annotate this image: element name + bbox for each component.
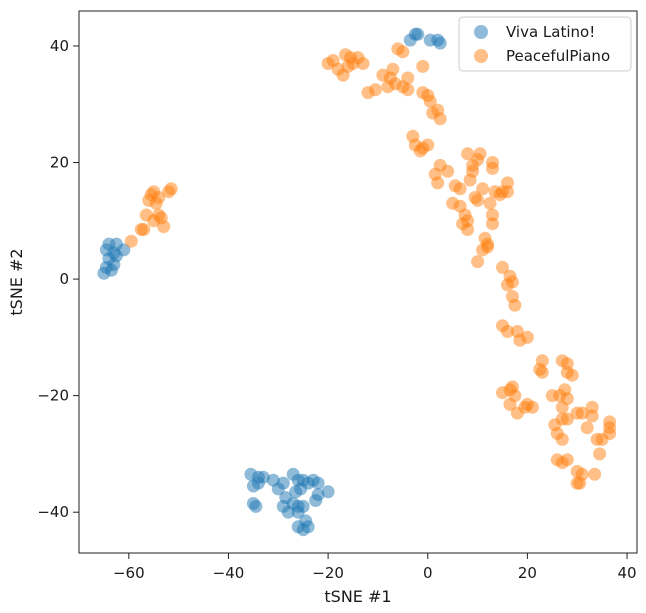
point-peacefulpiano-0 [124,234,138,248]
point-peacefulpiano-102 [565,368,579,382]
x-tick-label: 20 [518,564,537,582]
point-peacefulpiano-26 [368,83,382,97]
point-viva-latino-42 [309,494,323,507]
point-peacefulpiano-118 [560,412,574,426]
point-viva-latino-37 [311,476,325,490]
point-peacefulpiano-14 [164,182,178,196]
point-viva-latino-24 [249,499,263,513]
point-viva-latino-13 [411,27,425,41]
point-peacefulpiano-121 [555,432,569,446]
point-viva-latino-41 [321,485,335,499]
point-peacefulpiano-124 [580,421,594,435]
x-tick-label: 40 [617,564,636,582]
y-tick-label: −40 [37,503,69,521]
point-peacefulpiano-30 [386,62,400,76]
point-peacefulpiano-37 [416,59,430,73]
point-peacefulpiano-48 [421,138,435,152]
point-peacefulpiano-77 [486,217,499,231]
y-tick-label: −20 [37,387,69,405]
point-peacefulpiano-74 [481,237,494,251]
legend-frame [458,16,632,72]
point-peacefulpiano-129 [593,447,607,461]
point-peacefulpiano-52 [441,164,455,178]
point-peacefulpiano-69 [471,255,485,269]
y-tick-label: 20 [50,154,69,172]
x-axis-ticks: −60 −40 −20 0 20 40 [113,553,637,582]
point-peacefulpiano-90 [508,298,522,312]
point-peacefulpiano-88 [505,275,519,289]
point-peacefulpiano-60 [461,223,475,236]
x-tick-label: −40 [213,564,245,582]
point-peacefulpiano-107 [503,397,517,411]
point-peacefulpiano-72 [476,182,490,196]
y-axis-ticks: −40 −20 0 20 40 [37,37,79,521]
point-peacefulpiano-40 [423,94,437,108]
point-viva-latino-10 [117,243,131,257]
y-tick-label: 0 [59,270,69,288]
point-peacefulpiano-98 [535,365,549,379]
point-peacefulpiano-135 [560,453,574,467]
point-peacefulpiano-75 [483,196,497,210]
point-peacefulpiano-132 [603,427,617,440]
point-peacefulpiano-85 [496,260,509,274]
point-peacefulpiano-33 [396,45,410,59]
x-axis-label: tSNE #1 [324,587,391,606]
data-points [97,27,617,537]
y-axis-label: tSNE #2 [7,248,26,315]
y-tick-label: 40 [50,37,69,55]
plot-frame [78,10,638,554]
point-viva-latino-26 [276,476,290,490]
legend-label-peacefulpiano: PeacefulPiano [506,47,610,65]
x-tick-label: −60 [113,564,145,582]
point-viva-latino-48 [301,520,315,534]
legend-marker-viva-latino [474,25,488,39]
point-peacefulpiano-2 [137,223,151,236]
point-peacefulpiano-140 [588,467,602,481]
point-viva-latino-16 [433,36,447,50]
point-peacefulpiano-139 [573,476,587,490]
point-peacefulpiano-43 [433,112,447,126]
point-peacefulpiano-11 [152,191,166,204]
point-peacefulpiano-24 [356,57,370,70]
point-peacefulpiano-123 [575,406,589,420]
point-viva-latino-39 [294,482,308,496]
point-peacefulpiano-116 [560,392,574,406]
point-peacefulpiano-84 [501,176,514,190]
legend-label-viva-latino: Viva Latino! [506,23,595,41]
point-peacefulpiano-66 [471,193,485,207]
point-peacefulpiano-35 [401,71,415,85]
point-peacefulpiano-92 [501,325,514,338]
point-viva-latino-5 [104,263,118,277]
point-peacefulpiano-61 [461,147,475,161]
point-peacefulpiano-12 [157,220,171,234]
point-peacefulpiano-50 [431,176,445,190]
point-viva-latino-21 [256,470,270,484]
legend-marker-peacefulpiano [474,49,488,63]
point-peacefulpiano-68 [473,147,487,161]
x-tick-label: −20 [312,564,344,582]
x-tick-label: 0 [423,564,433,582]
point-peacefulpiano-79 [486,161,499,175]
point-peacefulpiano-95 [520,330,534,344]
point-peacefulpiano-110 [510,406,524,420]
legend: Viva Latino! PeacefulPiano [458,16,632,72]
point-peacefulpiano-36 [401,83,415,97]
point-peacefulpiano-111 [525,400,539,414]
point-peacefulpiano-55 [453,182,467,196]
point-viva-latino-30 [281,505,295,519]
point-peacefulpiano-126 [585,409,599,423]
point-viva-latino-44 [296,499,310,513]
